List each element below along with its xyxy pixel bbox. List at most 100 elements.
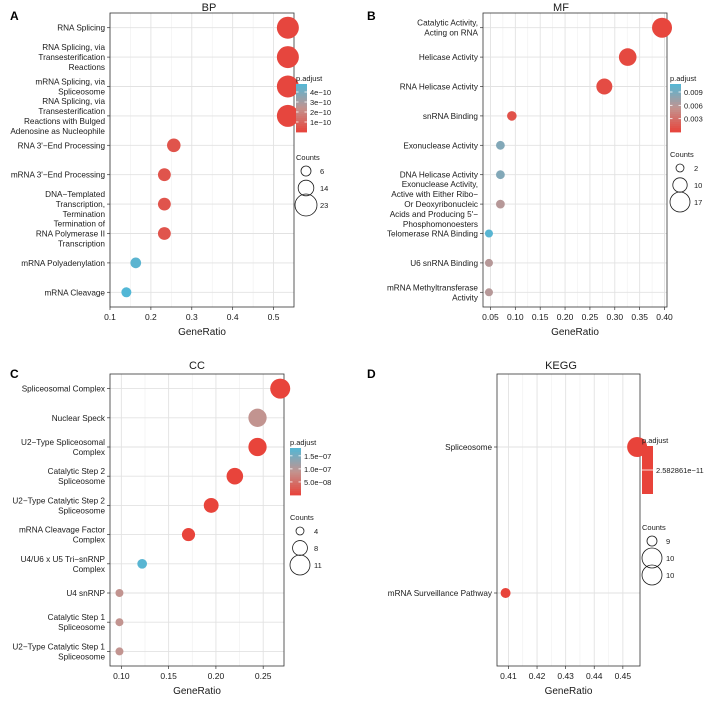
colorbar-segment xyxy=(296,106,307,109)
colorbar-segment xyxy=(670,126,681,129)
category-label-line: RNA Splicing xyxy=(57,24,105,33)
colorbar-segment xyxy=(290,465,301,468)
colorbar-segment xyxy=(670,90,681,93)
data-point xyxy=(248,408,267,427)
colorbar-label: 0.009 xyxy=(684,88,703,97)
data-point xyxy=(270,378,291,399)
category-label: Spliceosomal Complex xyxy=(22,385,105,394)
category-label: Catalytic Activity, Acting on RNA xyxy=(417,19,478,38)
colorbar-segment xyxy=(296,124,307,127)
category-label-line: Spliceosomal Complex xyxy=(22,385,105,394)
colorbar-segment xyxy=(290,471,301,474)
colorbar-segment xyxy=(670,84,681,87)
x-tick-label: 0.35 xyxy=(631,312,648,322)
size-legend-label: 8 xyxy=(314,544,318,553)
data-point xyxy=(276,16,299,39)
x-tick-label: 0.45 xyxy=(615,671,632,681)
color-legend-title: p.adjust xyxy=(642,436,669,445)
x-tick-label: 0.20 xyxy=(557,312,574,322)
colorbar-segment xyxy=(670,116,681,119)
category-label-line: U6 snRNA Binding xyxy=(410,259,478,268)
category-label-line: Activity xyxy=(452,293,479,302)
colorbar-segment xyxy=(296,126,307,129)
colorbar-segment xyxy=(670,98,681,101)
category-label-line: Catalytic Activity, xyxy=(417,19,478,28)
colorbar-segment xyxy=(290,451,301,455)
category-label-line: Acting on RNA xyxy=(424,29,478,38)
category-label-line: Helicase Activity xyxy=(419,53,479,62)
data-point xyxy=(276,75,299,98)
colorbar-label: 1.5e−07 xyxy=(304,452,331,461)
category-label-line: Termination of xyxy=(54,220,106,229)
category-label: mRNA Cleavage xyxy=(44,288,105,297)
colorbar-segment xyxy=(290,467,301,470)
panel-letter: C xyxy=(10,367,19,381)
category-label-line: U4/U6 x U5 Tri−snRNP xyxy=(21,555,106,564)
category-label-line: DNA Helicase Activity xyxy=(400,171,479,180)
category-label-line: U2−Type Spliceosomal xyxy=(21,438,105,447)
colorbar-segment xyxy=(670,94,681,97)
colorbar-label: 2e−10 xyxy=(310,108,331,117)
data-point xyxy=(115,589,124,597)
colorbar-segment xyxy=(670,88,681,91)
category-label-line: mRNA Methyltransferase xyxy=(387,283,478,292)
panel-letter: A xyxy=(10,9,19,23)
category-label: mRNA Cleavage Factor Complex xyxy=(19,526,105,545)
data-point xyxy=(167,138,181,153)
category-label-line: Transcription xyxy=(58,240,105,249)
x-tick-label: 0.40 xyxy=(656,312,673,322)
panel-title: KEGG xyxy=(545,360,577,372)
x-tick-label: 0.3 xyxy=(186,312,198,322)
category-label-line: Spliceosome xyxy=(58,88,105,97)
plot-frame xyxy=(482,12,668,308)
category-label: mRNA Methyltransferase Activity xyxy=(387,283,479,302)
category-label: Spliceosome xyxy=(445,443,492,452)
category-label-line: mRNA Cleavage Factor xyxy=(19,526,105,535)
x-tick-label: 0.42 xyxy=(529,671,546,681)
colorbar-label: 1.0e−07 xyxy=(304,465,331,474)
data-point xyxy=(484,258,493,267)
data-point xyxy=(507,111,517,121)
data-point xyxy=(115,618,124,627)
data-point xyxy=(157,197,171,211)
color-legend-title: p.adjust xyxy=(290,438,317,447)
colorbar-segment xyxy=(670,128,681,131)
colorbar-segment xyxy=(670,96,681,99)
colorbar-segment xyxy=(670,124,681,127)
category-label: Exonuclease Activity, Active with Either … xyxy=(390,180,478,229)
colorbar-segment xyxy=(290,449,301,453)
category-label-line: U2−Type Catalytic Step 2 xyxy=(12,496,105,505)
size-legend-circle xyxy=(289,554,311,576)
x-axis-title: GeneRatio xyxy=(545,686,593,697)
category-label-line: Reactions with Bulged xyxy=(24,117,105,126)
colorbar-label: 5.0e−08 xyxy=(304,478,331,487)
panel-title: BP xyxy=(202,2,217,14)
panel-title: MF xyxy=(553,2,569,14)
x-tick-label: 0.1 xyxy=(104,312,116,322)
data-point xyxy=(484,288,493,297)
size-legend-label: 10 xyxy=(694,181,702,190)
size-legend-circle xyxy=(300,165,312,177)
category-label-line: Transcription, xyxy=(56,200,105,209)
colorbar-segment xyxy=(670,112,681,115)
colorbar-segment xyxy=(296,120,307,123)
category-label: U4/U6 x U5 Tri−snRNP Complex xyxy=(21,555,106,574)
data-point xyxy=(496,199,505,209)
panel-letter: B xyxy=(367,9,376,23)
colorbar-segment xyxy=(290,491,301,494)
colorbar-segment xyxy=(296,96,307,99)
data-point xyxy=(203,497,219,513)
plot-frame xyxy=(109,373,285,667)
x-axis-title: GeneRatio xyxy=(551,327,599,338)
category-label-line: Catalytic Step 2 xyxy=(48,467,106,476)
data-point xyxy=(500,588,511,598)
panel-letter: D xyxy=(367,367,376,381)
colorbar-segment xyxy=(296,110,307,113)
category-label-line: Transesterification xyxy=(38,53,105,62)
colorbar-segment xyxy=(290,479,301,482)
x-axis-title: GeneRatio xyxy=(173,686,221,697)
colorbar-segment xyxy=(290,477,301,480)
